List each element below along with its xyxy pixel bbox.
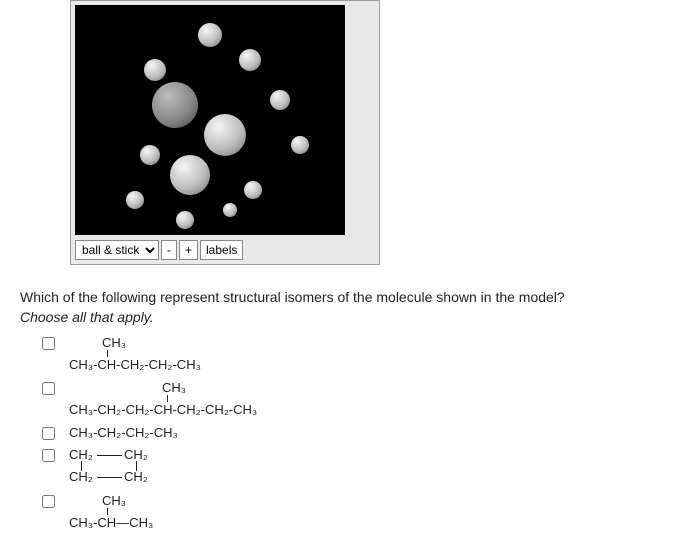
formula-chain: CH₃-CH-CH₂-CH₂-CH₃: [69, 352, 201, 374]
option-checkbox[interactable]: [42, 427, 55, 440]
atom-sphere: [204, 114, 246, 156]
option-checkbox[interactable]: [42, 495, 55, 508]
formula-chain: CH₃-CH₂-CH₂-CH₃: [69, 425, 178, 440]
option-row: CH₃ CH₃-CH₂-CH₂-CH-CH₂-CH₂-CH₃: [42, 380, 680, 419]
option-formula: CH₃ CH₃-CH₂-CH₂-CH-CH₂-CH₂-CH₃: [69, 380, 257, 419]
ring-ch2-bl: CH₂: [69, 469, 93, 486]
option-formula: CH₂ CH₂ CH₂ CH₂: [69, 447, 199, 487]
option-row: CH₃ CH₃-CH—CH₃: [42, 493, 680, 532]
formula-branch: CH₃: [69, 493, 153, 510]
atom-sphere: [144, 59, 166, 81]
molecule-viewer-panel: ball & stick - + labels: [70, 0, 380, 265]
atom-sphere: [170, 155, 210, 195]
atom-sphere: [198, 23, 222, 47]
option-row: CH₃-CH₂-CH₂-CH₃: [42, 425, 680, 442]
model-toolbar: ball & stick - + labels: [71, 237, 379, 264]
atom-sphere: [176, 211, 194, 229]
option-formula: CH₃ CH₃-CH-CH₂-CH₂-CH₃: [69, 335, 201, 374]
option-formula: CH₃-CH₂-CH₂-CH₃: [69, 425, 178, 442]
option-row: CH₃ CH₃-CH-CH₂-CH₂-CH₃: [42, 335, 680, 374]
ring-ch2-br: CH₂: [124, 469, 148, 486]
zoom-in-button[interactable]: +: [179, 240, 198, 260]
options-list: CH₃ CH₃-CH-CH₂-CH₂-CH₃ CH₃ CH₃-CH₂-CH₂-C…: [20, 335, 680, 532]
atom-sphere: [152, 82, 198, 128]
atom-sphere: [223, 203, 237, 217]
option-row: CH₂ CH₂ CH₂ CH₂: [42, 447, 680, 487]
formula-branch: CH₃: [69, 380, 257, 397]
option-checkbox[interactable]: [42, 382, 55, 395]
molecule-3d-view[interactable]: [75, 5, 345, 235]
formula-chain: CH₃-CH₂-CH₂-CH-CH₂-CH₂-CH₃: [69, 397, 257, 419]
atom-sphere: [140, 145, 160, 165]
formula-branch: CH₃: [69, 335, 201, 352]
zoom-out-button[interactable]: -: [161, 240, 177, 260]
question-instruction: Choose all that apply.: [20, 309, 680, 325]
atom-sphere: [244, 181, 262, 199]
view-mode-select[interactable]: ball & stick: [75, 240, 159, 260]
atom-sphere: [270, 90, 290, 110]
formula-chain: CH₃-CH—CH₃: [69, 510, 153, 532]
atom-sphere: [126, 191, 144, 209]
option-formula: CH₃ CH₃-CH—CH₃: [69, 493, 153, 532]
labels-button[interactable]: labels: [200, 240, 243, 260]
option-checkbox[interactable]: [42, 449, 55, 462]
question-block: Which of the following represent structu…: [0, 275, 700, 532]
atom-sphere: [291, 136, 309, 154]
option-checkbox[interactable]: [42, 337, 55, 350]
question-text: Which of the following represent structu…: [20, 289, 680, 305]
atom-sphere: [239, 49, 261, 71]
